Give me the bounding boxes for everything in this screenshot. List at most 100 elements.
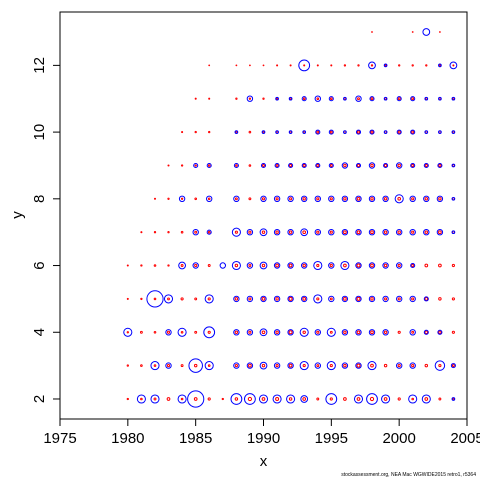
data-point bbox=[423, 296, 429, 302]
y-axis: 2 4 6 8 10 12 bbox=[31, 57, 61, 403]
data-point bbox=[299, 327, 309, 337]
data-point bbox=[150, 361, 160, 371]
data-point bbox=[260, 162, 267, 169]
data-point bbox=[275, 130, 279, 134]
data-point bbox=[341, 229, 349, 236]
data-point bbox=[153, 197, 157, 200]
data-point bbox=[436, 229, 444, 236]
data-point bbox=[194, 130, 197, 134]
data-point bbox=[438, 364, 442, 368]
data-point bbox=[126, 397, 129, 401]
data-point bbox=[248, 297, 252, 301]
data-point bbox=[302, 97, 306, 101]
data-point bbox=[438, 96, 442, 101]
data-point bbox=[329, 263, 333, 268]
data-point bbox=[355, 95, 362, 102]
data-point bbox=[397, 297, 401, 301]
data-point bbox=[153, 397, 157, 401]
data-point bbox=[231, 227, 241, 237]
data-point bbox=[208, 64, 211, 67]
data-point bbox=[289, 97, 292, 101]
data-point bbox=[410, 129, 416, 135]
data-point bbox=[166, 397, 171, 401]
y-tick-label: 6 bbox=[31, 261, 48, 269]
data-point bbox=[288, 96, 293, 101]
data-point bbox=[235, 64, 238, 67]
data-point bbox=[437, 329, 443, 335]
data-point bbox=[261, 197, 266, 201]
data-point bbox=[436, 195, 444, 203]
data-point bbox=[244, 393, 256, 405]
data-point bbox=[287, 295, 294, 303]
data-point bbox=[246, 295, 254, 303]
data-point bbox=[411, 130, 415, 134]
data-point bbox=[356, 363, 361, 368]
data-point bbox=[167, 197, 170, 200]
data-point bbox=[355, 362, 362, 369]
data-point bbox=[248, 197, 252, 201]
data-point bbox=[368, 262, 376, 269]
data-point bbox=[328, 195, 335, 203]
data-point bbox=[262, 164, 265, 167]
data-point bbox=[288, 162, 294, 169]
data-point bbox=[411, 364, 415, 368]
data-point bbox=[383, 130, 388, 134]
data-point bbox=[194, 263, 198, 268]
data-point bbox=[301, 162, 307, 169]
data-point bbox=[424, 263, 429, 268]
data-point bbox=[438, 64, 442, 67]
data-point bbox=[207, 397, 211, 401]
data-point bbox=[123, 327, 133, 337]
data-point bbox=[341, 329, 349, 336]
data-point bbox=[288, 397, 293, 401]
data-point bbox=[410, 96, 416, 102]
data-point bbox=[274, 162, 280, 169]
data-point bbox=[316, 263, 320, 268]
data-point bbox=[438, 163, 442, 168]
data-point bbox=[343, 297, 347, 301]
data-point bbox=[248, 97, 252, 100]
data-point bbox=[355, 262, 362, 269]
data-point bbox=[300, 395, 309, 403]
data-point bbox=[343, 397, 347, 401]
data-point bbox=[288, 296, 293, 301]
data-point bbox=[355, 129, 362, 135]
x-tick-label: 1975 bbox=[43, 430, 76, 447]
data-point bbox=[235, 97, 238, 100]
data-point bbox=[204, 294, 214, 304]
data-point bbox=[259, 328, 268, 337]
data-point bbox=[234, 230, 238, 234]
data-point bbox=[451, 196, 456, 201]
data-point bbox=[273, 229, 281, 236]
data-point bbox=[370, 130, 374, 134]
data-point bbox=[208, 130, 211, 134]
data-point bbox=[316, 130, 320, 134]
data-point bbox=[424, 130, 429, 134]
data-point bbox=[367, 361, 377, 371]
data-point bbox=[275, 96, 279, 101]
data-point bbox=[234, 364, 238, 368]
data-point bbox=[193, 162, 199, 169]
data-point bbox=[234, 130, 239, 134]
data-point bbox=[194, 297, 198, 301]
data-point bbox=[153, 297, 157, 301]
data-point bbox=[396, 96, 402, 102]
data-point bbox=[328, 162, 334, 169]
data-point bbox=[368, 162, 376, 169]
data-point bbox=[235, 164, 238, 167]
data-point bbox=[261, 363, 266, 368]
data-point bbox=[233, 362, 240, 369]
data-point bbox=[397, 330, 401, 334]
data-point bbox=[356, 130, 361, 134]
y-tick-label: 12 bbox=[31, 57, 48, 74]
data-point bbox=[203, 326, 216, 339]
data-point bbox=[234, 297, 239, 301]
data-point bbox=[163, 294, 174, 304]
data-point bbox=[423, 229, 430, 236]
data-point bbox=[340, 260, 350, 271]
data-point bbox=[341, 195, 349, 203]
data-point bbox=[424, 96, 429, 101]
data-point bbox=[233, 195, 240, 203]
data-point bbox=[153, 264, 157, 267]
data-point bbox=[259, 261, 268, 270]
